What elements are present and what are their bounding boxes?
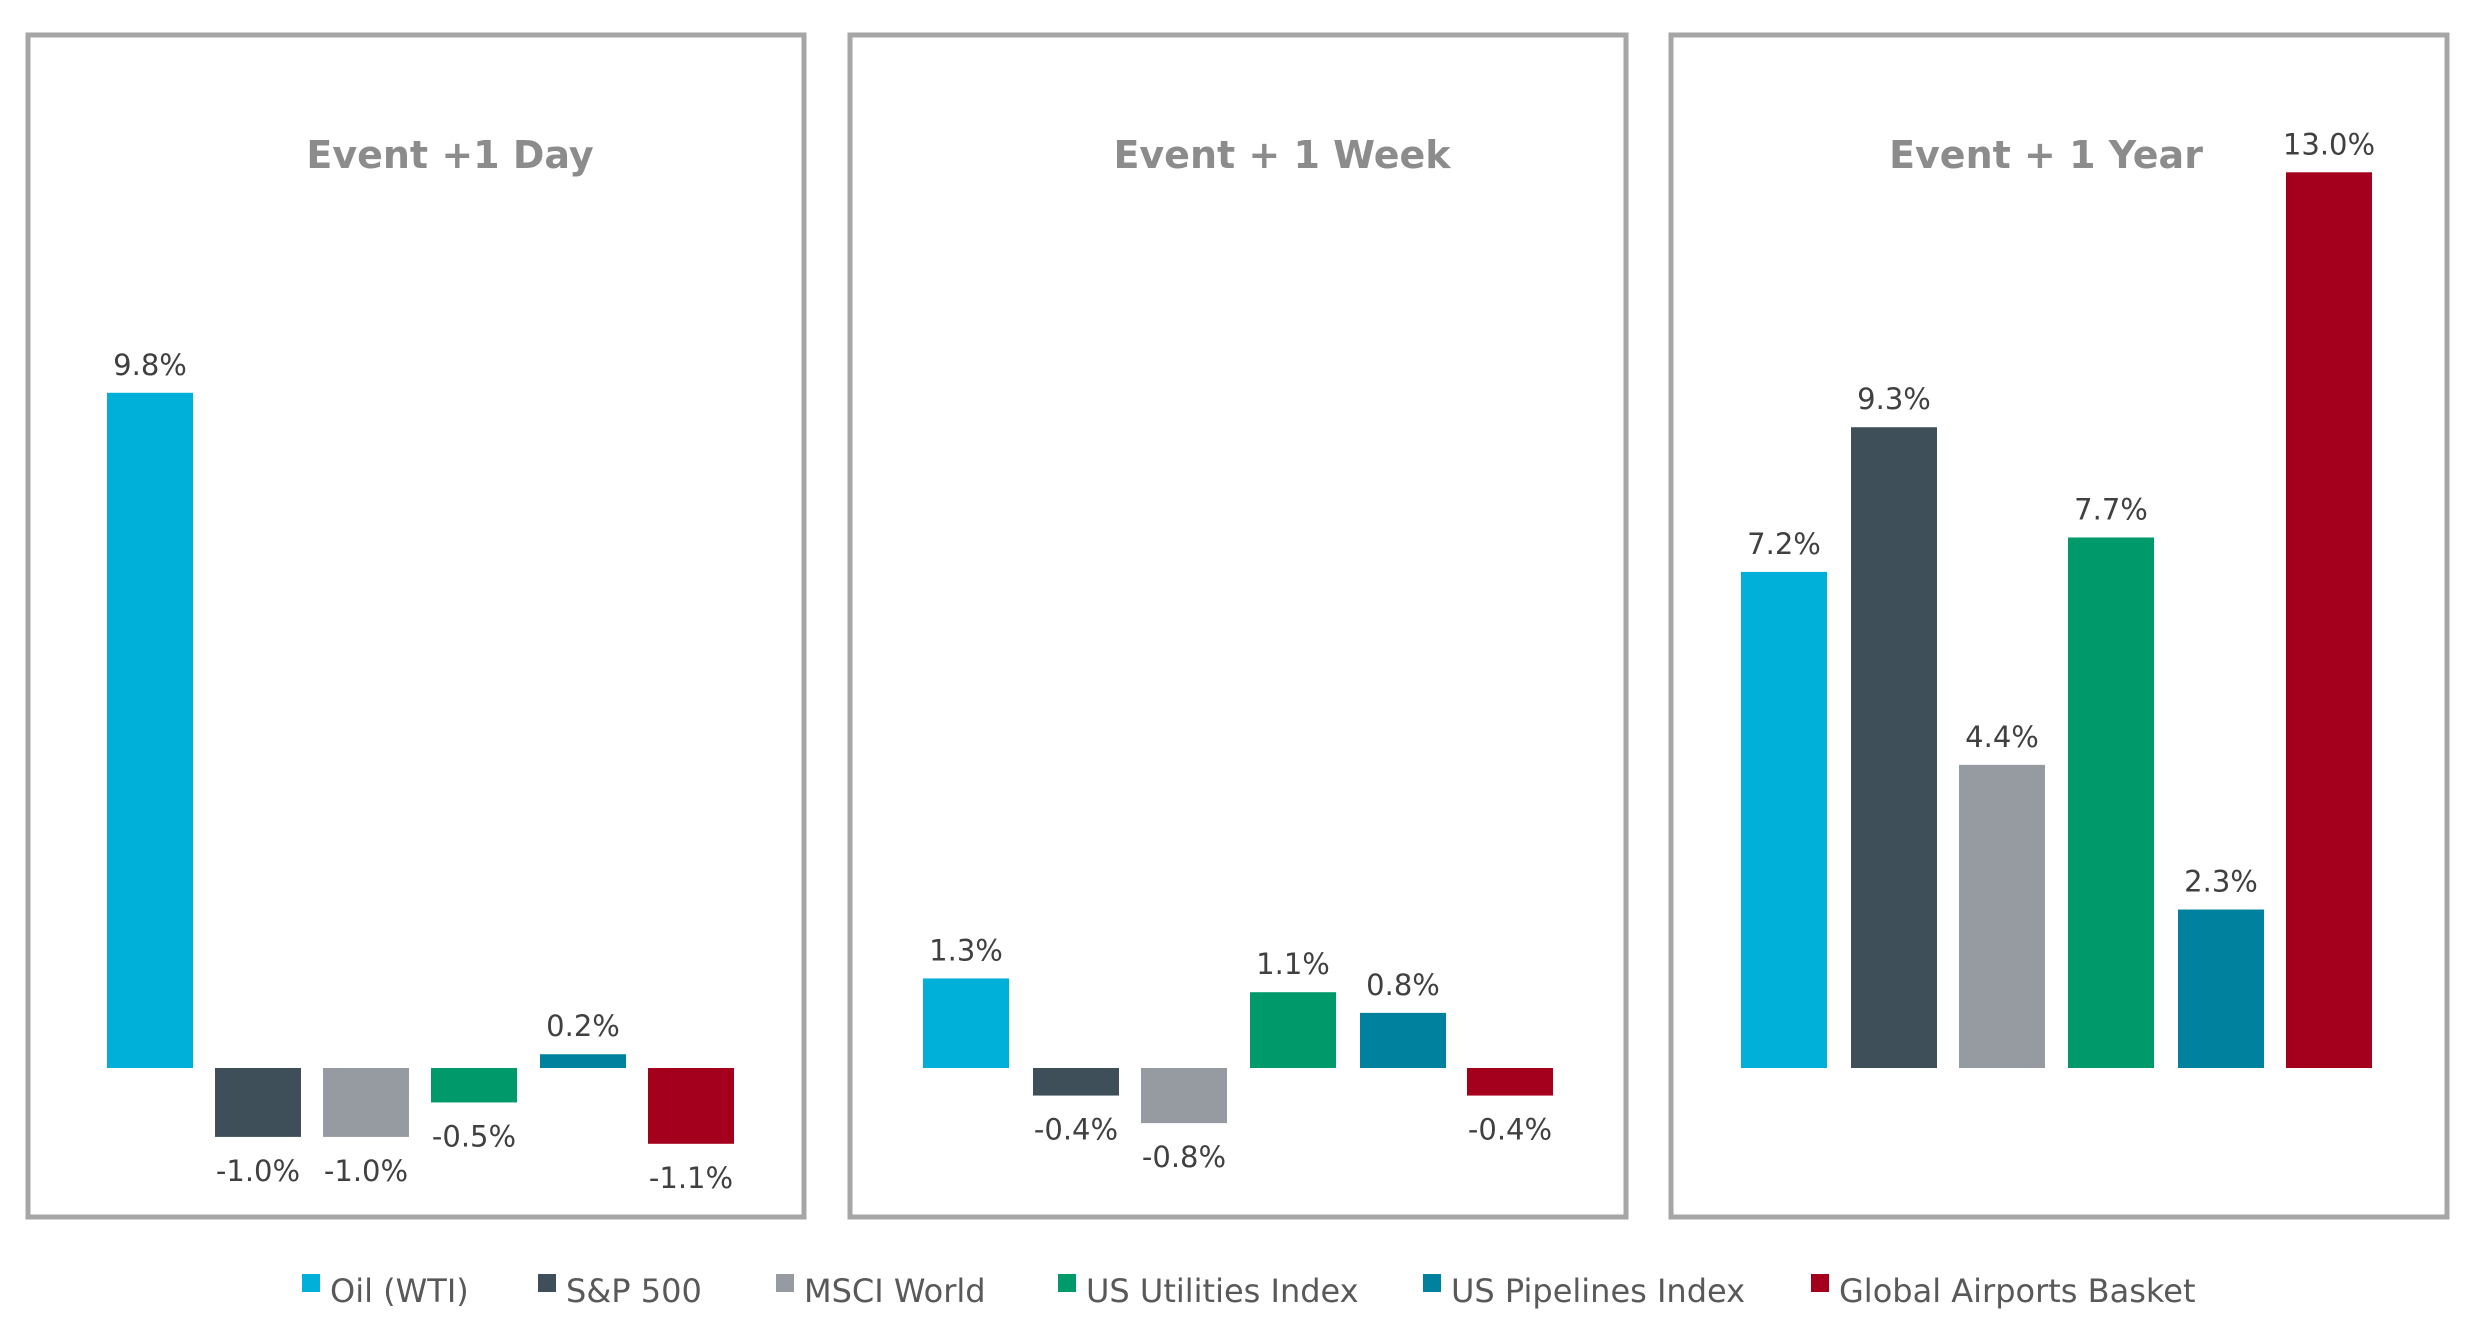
bar-us-pipelines-index xyxy=(1360,1012,1446,1068)
bar-global-airports-basket xyxy=(2286,172,2372,1069)
chart-legend: Oil (WTI) S&P 500 MSCI World US Utilities I… xyxy=(302,1272,2195,1310)
legend-swatch xyxy=(302,1274,320,1292)
data-label-us-pipelines-index: 0.2% xyxy=(546,1009,620,1043)
bar-oil-wti xyxy=(107,392,193,1068)
data-label-us-pipelines-index: 2.3% xyxy=(2184,865,2258,899)
panel-1: Event +1 Day 9.8% -1.0% -1.0% -0.5% 0.2% -1.1% xyxy=(25,32,807,1220)
data-label-msci-world: -0.8% xyxy=(1142,1140,1226,1174)
legend-label: MSCI World xyxy=(804,1272,986,1310)
data-label-msci-world: -1.0% xyxy=(324,1154,408,1188)
panel-2: Event + 1 Week 1.3% -0.4% -0.8% 1.1% 0.8% -0.4… xyxy=(847,32,1629,1220)
data-label-msci-world: 4.4% xyxy=(1965,720,2039,754)
chart-panels: Event +1 Day 9.8% -1.0% -1.0% -0.5% 0.2% -1.1%… xyxy=(25,32,2450,1220)
legend-label: S&P 500 xyxy=(566,1272,702,1310)
legend-swatch xyxy=(1423,1274,1441,1292)
legend-swatch xyxy=(1811,1274,1829,1292)
legend-item-us-utilities-index: US Utilities Index xyxy=(1058,1272,1359,1310)
legend-item-global-airports-basket: Global Airports Basket xyxy=(1811,1272,2195,1310)
bar-us-pipelines-index xyxy=(540,1054,626,1068)
legend-label: Global Airports Basket xyxy=(1839,1272,2195,1310)
bar-s-p-500 xyxy=(1033,1068,1119,1096)
data-label-us-utilities-index: -0.5% xyxy=(432,1119,516,1153)
legend-label: US Pipelines Index xyxy=(1451,1272,1745,1310)
data-label-global-airports-basket: -0.4% xyxy=(1468,1113,1552,1147)
legend-item-s-p-500: S&P 500 xyxy=(538,1272,702,1310)
bar-s-p-500 xyxy=(1851,427,1937,1069)
panel-3: Event + 1 Year 7.2% 9.3% 4.4% 7.7% 2.3% 13.0% xyxy=(1668,32,2450,1220)
data-label-global-airports-basket: -1.1% xyxy=(649,1161,733,1195)
panel-title: Event + 1 Week xyxy=(1113,133,1451,177)
bar-global-airports-basket xyxy=(1467,1068,1553,1096)
bar-global-airports-basket xyxy=(648,1068,734,1144)
legend-swatch xyxy=(538,1274,556,1292)
bar-msci-world xyxy=(323,1068,409,1137)
legend-label: US Utilities Index xyxy=(1086,1272,1359,1310)
data-label-global-airports-basket: 13.0% xyxy=(2283,127,2375,161)
legend-item-us-pipelines-index: US Pipelines Index xyxy=(1423,1272,1745,1310)
legend-swatch xyxy=(776,1274,794,1292)
data-label-us-utilities-index: 7.7% xyxy=(2074,492,2148,526)
legend-swatch xyxy=(1058,1274,1076,1292)
data-label-oil-wti: 7.2% xyxy=(1747,527,1821,561)
bar-us-utilities-index xyxy=(2068,537,2154,1068)
panel-title: Event +1 Day xyxy=(306,133,593,177)
legend-label: Oil (WTI) xyxy=(330,1272,469,1310)
data-label-us-pipelines-index: 0.8% xyxy=(1366,968,1440,1002)
bar-us-utilities-index xyxy=(1250,992,1336,1068)
bar-oil-wti xyxy=(1741,571,1827,1068)
bar-s-p-500 xyxy=(215,1068,301,1137)
bar-msci-world xyxy=(1959,764,2045,1068)
bar-oil-wti xyxy=(923,978,1009,1068)
panel-title: Event + 1 Year xyxy=(1889,133,2203,177)
legend-item-msci-world: MSCI World xyxy=(776,1272,986,1310)
data-label-oil-wti: 1.3% xyxy=(929,933,1003,967)
data-label-s-p-500: -1.0% xyxy=(216,1154,300,1188)
data-label-us-utilities-index: 1.1% xyxy=(1256,947,1330,981)
bar-us-pipelines-index xyxy=(2178,909,2264,1068)
legend-item-oil-wti: Oil (WTI) xyxy=(302,1272,469,1310)
bar-msci-world xyxy=(1141,1068,1227,1124)
data-label-s-p-500: -0.4% xyxy=(1034,1113,1118,1147)
bar-us-utilities-index xyxy=(431,1068,517,1103)
data-label-oil-wti: 9.8% xyxy=(113,348,187,382)
data-label-s-p-500: 9.3% xyxy=(1857,382,1931,416)
